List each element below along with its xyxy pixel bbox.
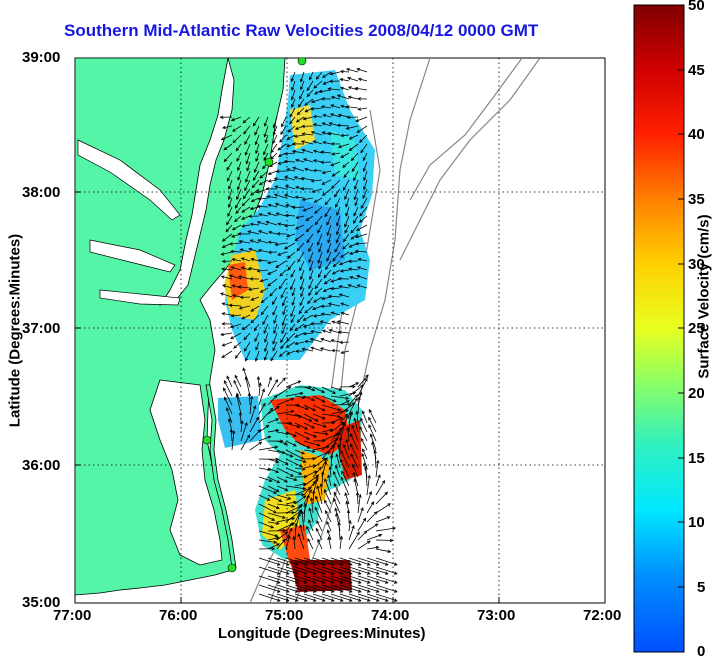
x-tick-label: 75:00	[265, 607, 303, 624]
x-axis-label: Longitude (Degrees:Minutes)	[218, 625, 426, 642]
y-tick-label: 39:00	[22, 49, 60, 66]
y-tick-label: 36:00	[22, 457, 60, 474]
colorbar-tick-label: 0	[697, 643, 705, 660]
vector-arrow-icon	[376, 540, 393, 541]
station-marker-icon	[265, 158, 273, 166]
vector-arrow-icon	[292, 207, 304, 208]
colorbar	[634, 5, 684, 652]
colorbar-tick-label: 45	[688, 62, 705, 79]
y-tick-label: 35:00	[22, 594, 60, 611]
station-marker-icon	[228, 564, 236, 572]
station-marker-icon	[203, 436, 211, 444]
colorbar-tick-label: 5	[697, 579, 705, 596]
y-axis-label: Latitude (Degrees:Minutes)	[7, 221, 24, 441]
y-tick-label: 37:00	[22, 320, 60, 337]
colorbar-label: Surface Velocity (cm/s)	[696, 197, 713, 397]
x-tick-label: 76:00	[159, 607, 197, 624]
x-tick-label: 74:00	[371, 607, 409, 624]
x-tick-label: 72:00	[583, 607, 621, 624]
colorbar-tick-label: 50	[688, 0, 705, 14]
colorbar-tick-label: 25	[688, 320, 705, 337]
x-tick-label: 73:00	[477, 607, 515, 624]
colorbar-tick-label: 30	[688, 256, 705, 273]
colorbar-tick-label: 20	[688, 385, 705, 402]
colorbar-tick-label: 40	[688, 126, 705, 143]
station-marker-icon	[298, 57, 306, 65]
y-tick-label: 38:00	[22, 184, 60, 201]
colorbar-tick-label: 35	[688, 191, 705, 208]
colorbar-tick-label: 10	[688, 514, 705, 531]
colorbar-tick-label: 15	[688, 450, 705, 467]
